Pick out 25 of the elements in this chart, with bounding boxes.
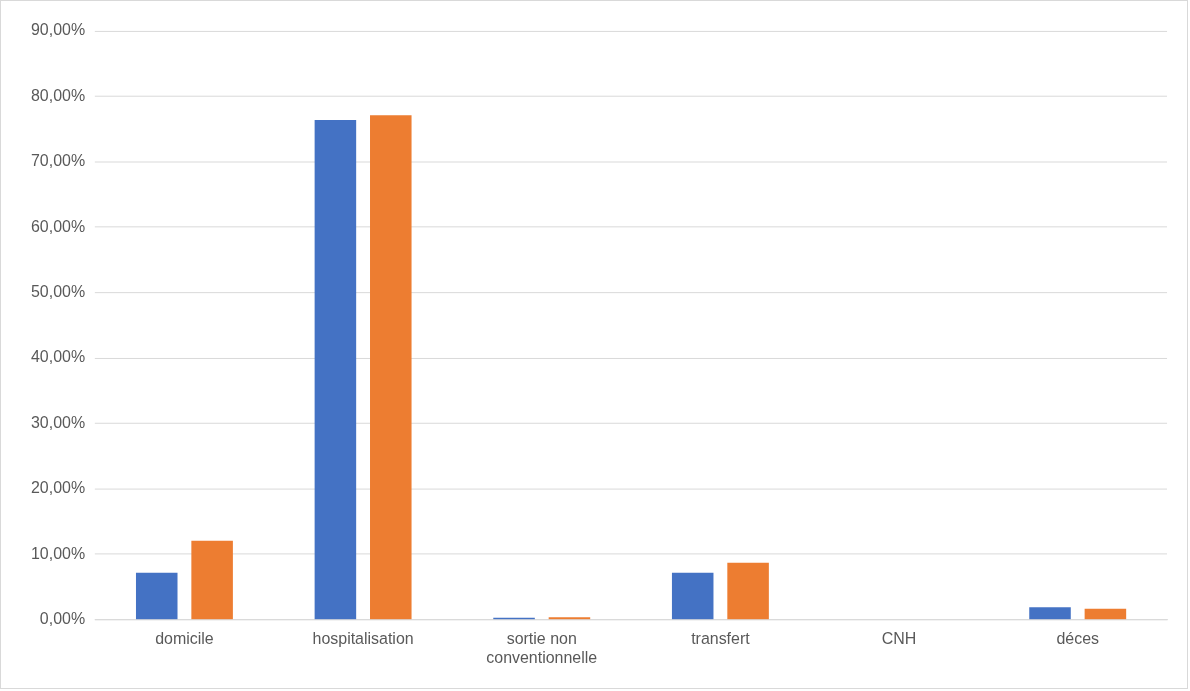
y-tick-label: 70,00% — [30, 152, 86, 170]
y-tick-label: 10,00% — [30, 544, 86, 562]
y-tick-label: 80,00% — [30, 86, 86, 104]
y-tick-label: 30,00% — [30, 413, 86, 431]
bar — [370, 115, 412, 620]
bar — [314, 119, 357, 620]
y-tick-label: 60,00% — [30, 217, 86, 235]
x-tick-label: transfert — [691, 629, 751, 647]
y-tick-label: 20,00% — [30, 479, 86, 497]
y-tick-label: 0,00% — [39, 610, 86, 628]
bar — [671, 572, 714, 620]
x-tick-label: déces — [1056, 629, 1100, 647]
x-tick-label: domicile — [155, 629, 214, 647]
y-tick-label: 40,00% — [30, 348, 86, 366]
y-tick-label: 50,00% — [30, 283, 86, 301]
bar — [727, 562, 769, 620]
x-tick-label: sortie non conventionnelle — [486, 629, 598, 666]
x-tick-label: CNH — [881, 629, 917, 647]
bar — [191, 540, 233, 620]
bar — [135, 572, 178, 620]
y-tick-label: 90,00% — [30, 21, 86, 39]
bar — [1029, 607, 1071, 620]
bar — [548, 617, 591, 620]
x-tick-label: hospitalisation — [312, 629, 414, 647]
bar — [1084, 608, 1127, 620]
